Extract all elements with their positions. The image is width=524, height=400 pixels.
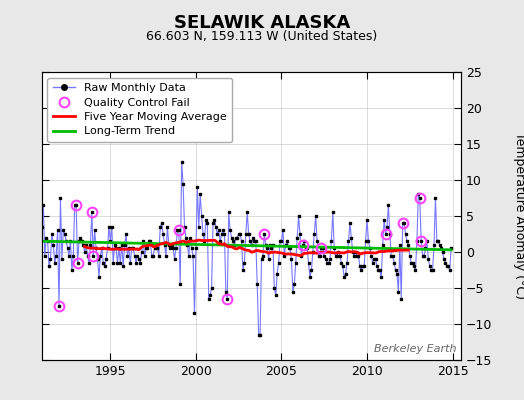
Y-axis label: Temperature Anomaly (°C): Temperature Anomaly (°C) <box>513 132 524 300</box>
Text: 66.603 N, 159.113 W (United States): 66.603 N, 159.113 W (United States) <box>146 30 378 43</box>
Text: SELAWIK ALASKA: SELAWIK ALASKA <box>174 14 350 32</box>
Text: Berkeley Earth: Berkeley Earth <box>375 344 457 354</box>
Legend: Raw Monthly Data, Quality Control Fail, Five Year Moving Average, Long-Term Tren: Raw Monthly Data, Quality Control Fail, … <box>48 78 233 142</box>
